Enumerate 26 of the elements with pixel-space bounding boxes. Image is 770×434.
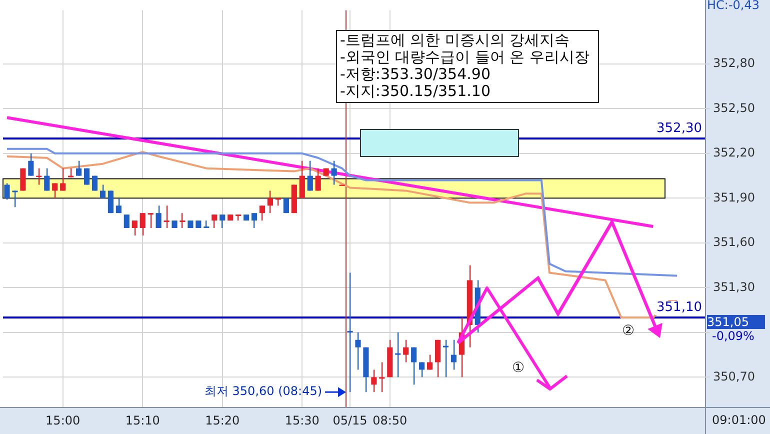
ref-line-label: 352,30 bbox=[654, 121, 704, 136]
annotation: ① bbox=[512, 360, 525, 376]
ref-line-label: 351,10 bbox=[654, 300, 704, 316]
x-tick-label: 08:50 bbox=[372, 413, 408, 428]
text: 351,05 bbox=[707, 315, 765, 329]
x-tick-label: 15:30 bbox=[284, 413, 320, 428]
y-tick-label: 352,20 bbox=[713, 146, 755, 160]
annotation: -외국인 대량수급이 들어 온 우리시장 bbox=[340, 48, 590, 66]
text: -0,09% bbox=[712, 329, 754, 343]
y-tick-label: 351,30 bbox=[713, 280, 755, 294]
annotation: 최저 350,60 (08:45) bbox=[204, 384, 322, 398]
y-tick-label: 351,90 bbox=[713, 190, 755, 204]
annotation: -트럼프에 의한 미증시의 강세지속 bbox=[340, 31, 571, 49]
y-tick-label: 350,70 bbox=[713, 369, 755, 384]
x-tick-label: 15:00 bbox=[46, 413, 80, 428]
y-tick-label: 352,80 bbox=[713, 56, 755, 70]
annotation: -저항:353.30/354.90 bbox=[340, 65, 492, 83]
x-tick-label: 15:10 bbox=[125, 413, 160, 428]
annotation: -지지:350.15/351.10 bbox=[340, 82, 492, 100]
y-tick-label: 352,50 bbox=[713, 100, 755, 115]
y-tick-label: 351,60 bbox=[713, 235, 755, 250]
annotation: ② bbox=[622, 323, 635, 339]
text: 09:01:00 bbox=[712, 413, 766, 427]
text: HC:-0,43 bbox=[707, 0, 760, 12]
x-tick-label: 05/15 bbox=[332, 413, 368, 428]
x-tick-label: 15:20 bbox=[205, 413, 240, 428]
